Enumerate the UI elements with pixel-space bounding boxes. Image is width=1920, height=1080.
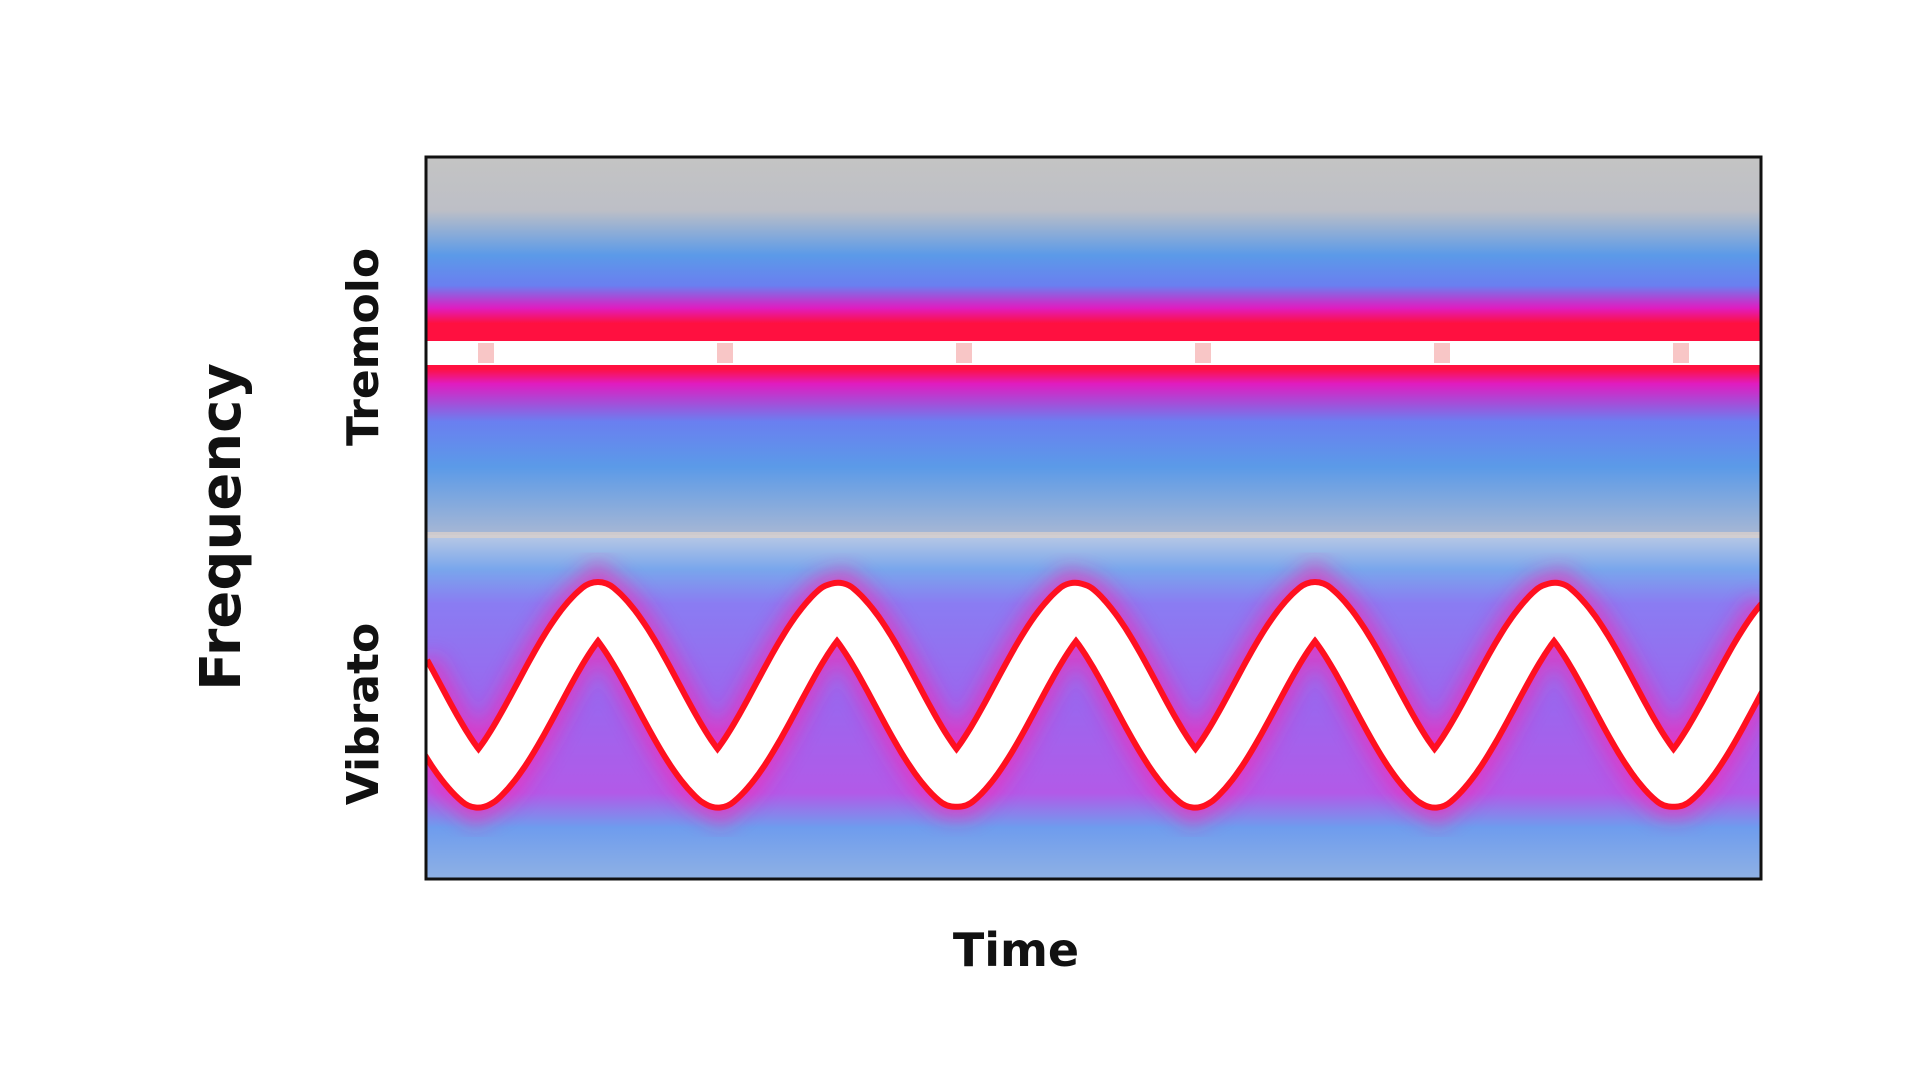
vibrato-label: Vibrato — [338, 623, 389, 806]
tremolo-line — [426, 341, 1761, 365]
y-axis-label: Frequency — [189, 363, 254, 691]
tremolo-pulse — [1434, 343, 1450, 363]
tremolo-pulse — [717, 343, 733, 363]
plot-frame — [424, 155, 1763, 881]
tremolo-pulse — [956, 343, 972, 363]
vibrato-line — [426, 585, 1761, 805]
tremolo-pulse — [1673, 343, 1689, 363]
tremolo-pulses — [478, 343, 1689, 363]
tremolo-pulse — [478, 343, 494, 363]
tremolo-label: Tremolo — [338, 248, 389, 446]
spectrogram — [426, 157, 1761, 879]
band-divider — [426, 532, 1761, 538]
x-axis-label: Time — [953, 923, 1079, 977]
tremolo-pulse — [1195, 343, 1211, 363]
